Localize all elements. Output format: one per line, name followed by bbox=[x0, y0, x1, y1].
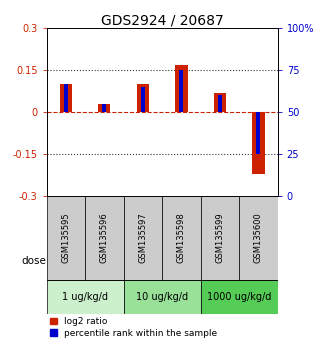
Bar bbox=[124, 196, 162, 280]
Text: dose: dose bbox=[22, 256, 47, 266]
Bar bbox=[256, 112, 260, 154]
Bar bbox=[85, 196, 124, 280]
Legend: log2 ratio, percentile rank within the sample: log2 ratio, percentile rank within the s… bbox=[49, 316, 218, 338]
Bar bbox=[47, 196, 85, 280]
Bar bbox=[102, 104, 106, 112]
Bar bbox=[60, 84, 72, 112]
Title: GDS2924 / 20687: GDS2924 / 20687 bbox=[101, 13, 223, 27]
Bar bbox=[137, 84, 149, 112]
Bar bbox=[218, 95, 222, 112]
Text: GSM135599: GSM135599 bbox=[215, 212, 224, 263]
Bar bbox=[179, 70, 183, 112]
Bar bbox=[214, 93, 226, 112]
Bar bbox=[141, 87, 145, 112]
Text: GSM135597: GSM135597 bbox=[138, 212, 147, 263]
Text: GSM135600: GSM135600 bbox=[254, 212, 263, 263]
Bar bbox=[47, 280, 124, 314]
Text: GSM135595: GSM135595 bbox=[61, 212, 70, 263]
Bar bbox=[64, 84, 68, 112]
Text: GSM135596: GSM135596 bbox=[100, 212, 109, 263]
Bar bbox=[98, 104, 110, 112]
Text: 1 ug/kg/d: 1 ug/kg/d bbox=[62, 292, 108, 302]
Bar bbox=[175, 65, 187, 112]
Bar bbox=[201, 196, 239, 280]
Bar bbox=[201, 280, 278, 314]
Bar bbox=[162, 196, 201, 280]
Text: 10 ug/kg/d: 10 ug/kg/d bbox=[136, 292, 188, 302]
Bar bbox=[252, 112, 265, 173]
Bar bbox=[124, 280, 201, 314]
Bar bbox=[239, 196, 278, 280]
Text: 1000 ug/kg/d: 1000 ug/kg/d bbox=[207, 292, 271, 302]
Text: GSM135598: GSM135598 bbox=[177, 212, 186, 263]
